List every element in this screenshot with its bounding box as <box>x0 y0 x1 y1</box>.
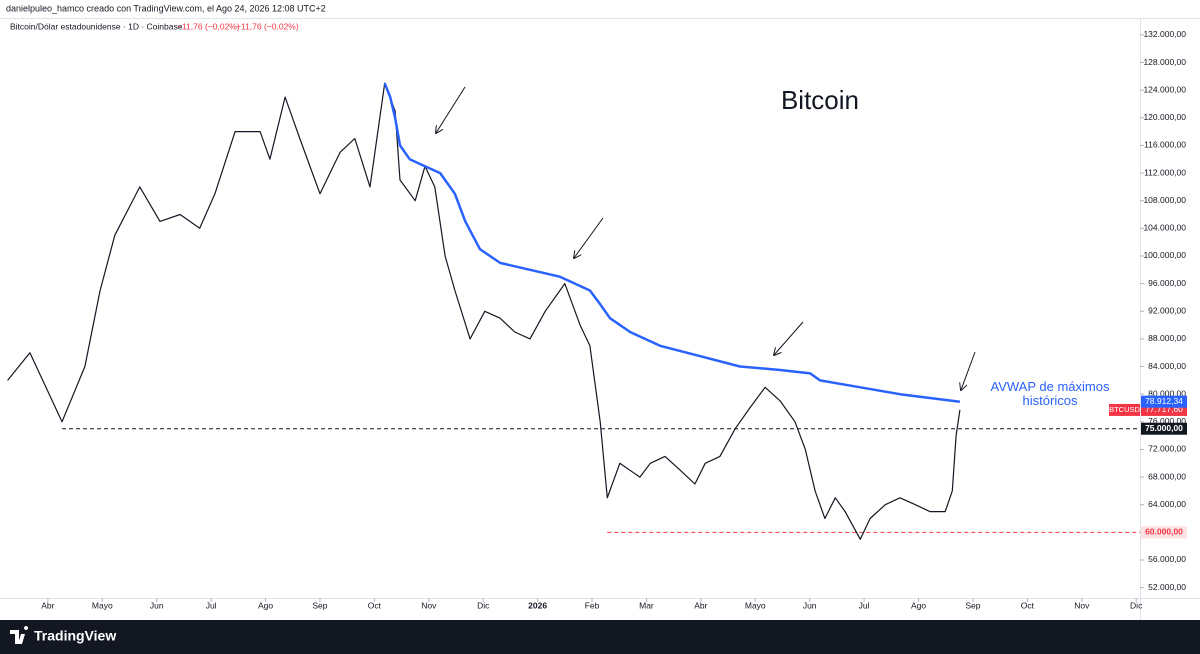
legend-title: Bitcoin/Dólar estadounidense · 1D · Coin… <box>10 21 183 31</box>
y-tick-label: 76.000,00 <box>1148 416 1186 426</box>
x-tick-label: Ago <box>911 600 926 610</box>
x-tick-label: Nov <box>1074 600 1090 610</box>
x-tick-label: Jul <box>206 600 217 610</box>
y-tick-label: 104.000,00 <box>1143 223 1186 233</box>
x-tick-label: Oct <box>1021 600 1035 610</box>
arrow <box>436 86 466 133</box>
y-tick-label: 120.000,00 <box>1143 112 1186 122</box>
legend-change: −11,76 (−0,02%) <box>236 21 299 31</box>
y-tick-label: 112.000,00 <box>1144 167 1186 177</box>
level-tag <box>1141 422 1187 435</box>
price-label: 77.717,60 <box>1145 404 1183 414</box>
arrow <box>574 217 604 258</box>
series-line <box>7 82 961 540</box>
x-tick-label: 2026 <box>528 600 547 610</box>
x-tick-label: Nov <box>421 600 437 610</box>
y-tick-label: 124.000,00 <box>1143 84 1186 94</box>
price-label: 78.912,34 <box>1145 396 1183 406</box>
y-tick-label: 128.000,00 <box>1143 57 1186 67</box>
price-tag <box>1141 395 1187 408</box>
y-tick-label: 88.000,00 <box>1148 333 1186 343</box>
arrow <box>774 321 804 355</box>
x-tick-label: Jun <box>803 600 817 610</box>
series-line <box>383 82 961 403</box>
y-tick-label: 96.000,00 <box>1148 278 1186 288</box>
level-label: 75.000,00 <box>1145 423 1183 433</box>
legend-change: −11,76 (−0,02%) <box>177 21 240 31</box>
y-tick-label: 68.000,00 <box>1148 471 1186 481</box>
x-tick-label: Abr <box>694 600 707 610</box>
symbol-tag <box>1109 403 1140 416</box>
x-tick-label: Jun <box>150 600 164 610</box>
y-tick-label: 64.000,00 <box>1148 499 1186 509</box>
brand: TradingView <box>34 628 116 644</box>
x-tick-label: Jul <box>859 600 870 610</box>
x-tick-label: Mar <box>639 600 654 610</box>
arrows <box>436 86 976 390</box>
y-tick-label: 84.000,00 <box>1148 361 1186 371</box>
x-tick-label: Feb <box>585 600 600 610</box>
x-tick-label: Dic <box>477 600 490 610</box>
y-tick-label: 80.000,00 <box>1148 388 1186 398</box>
y-tick-label: 100.000,00 <box>1143 250 1186 260</box>
x-tick-label: Oct <box>368 600 382 610</box>
footer <box>0 620 1200 654</box>
x-tick-label: Mayo <box>92 600 113 610</box>
x-tick-label: Sep <box>965 600 980 610</box>
y-tick-label: 116.000,00 <box>1144 140 1186 150</box>
x-tick-label: Ago <box>258 600 273 610</box>
y-tick-label: 108.000,00 <box>1143 195 1186 205</box>
y-tick-label: 132.000,00 <box>1143 29 1186 39</box>
level-label: 60.000,00 <box>1145 527 1183 537</box>
x-tick-label: Abr <box>41 600 54 610</box>
y-tick-label: 92.000,00 <box>1148 306 1186 316</box>
symbol-label: BTCUSD <box>1109 405 1140 414</box>
header: danielpuleo_hamco creado con TradingView… <box>6 3 326 13</box>
level-tag <box>1141 526 1187 539</box>
logo <box>10 626 29 644</box>
chart-title: Bitcoin <box>781 85 859 115</box>
x-tick-label: Dic <box>1130 600 1143 610</box>
arrow <box>961 351 976 390</box>
y-tick-label: 72.000,00 <box>1148 444 1186 454</box>
y-tick-label: 56.000,00 <box>1148 554 1186 564</box>
x-tick-label: Sep <box>312 600 327 610</box>
y-tick-label: 52.000,00 <box>1148 582 1186 592</box>
x-tick-label: Mayo <box>745 600 766 610</box>
annotation: AVWAP de máximos históricos <box>990 379 1110 408</box>
